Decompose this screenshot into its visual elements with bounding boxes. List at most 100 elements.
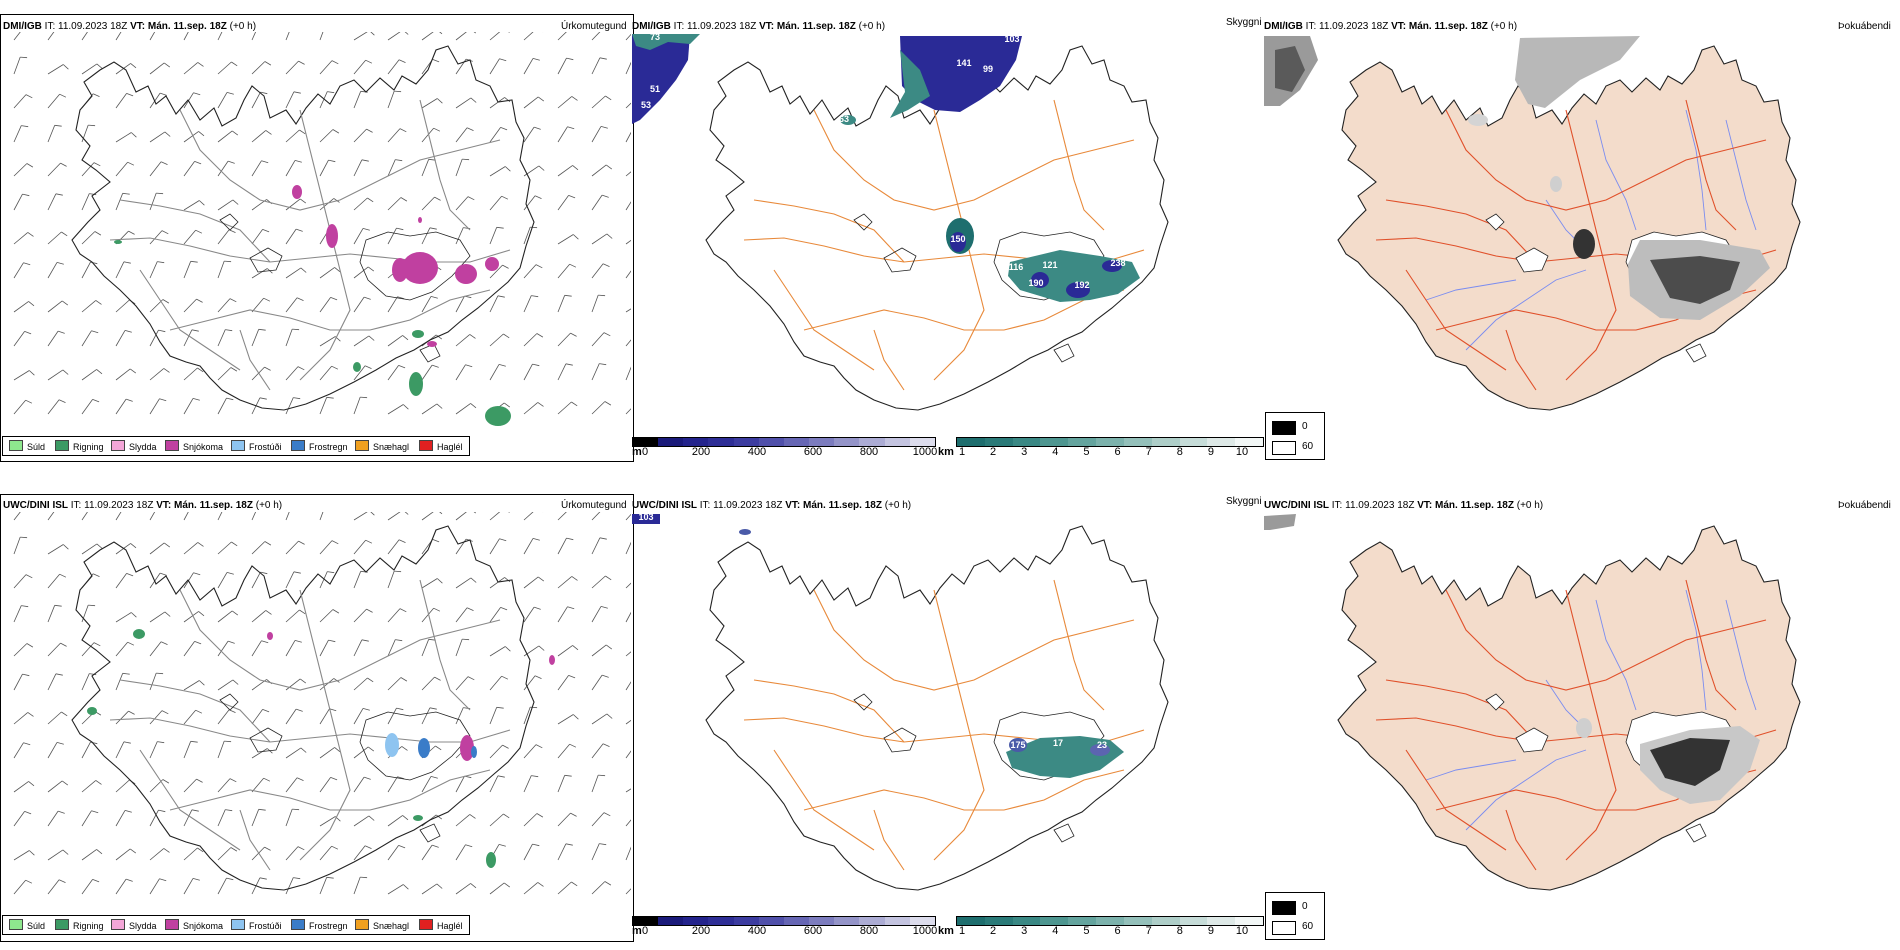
colorbar-segment — [683, 438, 709, 446]
wind-barb — [591, 644, 607, 657]
wind-barb — [489, 577, 505, 589]
wind-barb-flag — [502, 264, 509, 269]
wind-barb-flag — [470, 403, 477, 409]
wind-barb-flag — [124, 810, 132, 813]
colorbar-segment — [884, 438, 910, 446]
wind-barb — [47, 399, 60, 415]
wind-barb-flag — [96, 369, 103, 375]
wind-barb — [81, 300, 97, 313]
road — [1445, 589, 1767, 691]
wind-barb — [217, 709, 230, 725]
wind-barb — [183, 778, 197, 793]
wind-barb — [13, 232, 29, 245]
wind-barb — [625, 513, 631, 521]
wind-barb — [13, 643, 28, 657]
wind-barb-flag — [258, 808, 266, 811]
wind-barb — [81, 193, 90, 211]
wind-barb-flag — [606, 233, 613, 239]
wind-barb — [149, 230, 163, 245]
wind-barb-flag — [498, 844, 506, 847]
wind-barb-flag — [572, 165, 579, 171]
river — [1465, 269, 1587, 351]
wind-barb-flag — [571, 401, 578, 407]
wind-barb — [251, 160, 262, 177]
glacier-outline — [1485, 213, 1505, 231]
wind-barb-flag — [439, 32, 443, 35]
wind-barb-flag — [603, 812, 611, 817]
wind-barb — [183, 261, 192, 279]
wind-barb-flag — [503, 813, 510, 819]
wind-barb — [285, 877, 294, 895]
wind-barb — [183, 62, 199, 75]
wind-barb-flag — [299, 129, 306, 135]
wind-barb-flag — [635, 126, 642, 128]
wind-barb-flag — [299, 609, 306, 615]
road — [933, 589, 985, 861]
swatch-hail — [419, 440, 433, 451]
colorbar-segment — [1207, 438, 1236, 446]
swatch-snow-pellets — [355, 919, 369, 930]
wind-barb-flag — [473, 512, 477, 514]
colorbar-tick-label: 600 — [803, 446, 823, 458]
wind-barb — [149, 741, 158, 759]
iceland-map-vis-bottom — [705, 525, 1169, 891]
road — [419, 99, 471, 231]
wind-barb — [455, 512, 467, 521]
road — [169, 289, 491, 331]
wind-barb-flag — [163, 62, 171, 68]
wind-barb — [149, 878, 160, 895]
wind-barb — [489, 166, 506, 177]
wind-barb-flag — [496, 706, 504, 709]
legend-item: Frostúði — [231, 440, 282, 452]
wind-barb — [149, 329, 159, 347]
wind-barb — [319, 60, 333, 75]
wind-barb — [421, 227, 431, 245]
fog-legend-bottom: 0 60 — [1265, 892, 1325, 940]
ticks-meters: 0 200 400 600 800 1000 — [642, 446, 937, 460]
wind-barb-flag — [259, 397, 267, 400]
wind-barb-flag — [532, 58, 540, 61]
wind-barb — [591, 537, 601, 555]
wind-barb — [421, 578, 438, 589]
road — [1685, 579, 1737, 711]
road — [239, 809, 271, 871]
wind-barb-flag — [262, 229, 270, 233]
wind-barb-flag — [639, 576, 645, 580]
wind-barb — [387, 707, 397, 725]
wind-barb-flag — [532, 363, 540, 367]
wind-barb — [13, 742, 24, 759]
wind-barb-flag — [94, 231, 102, 236]
wind-barb — [149, 710, 163, 725]
wind-barb — [81, 124, 89, 143]
road — [1385, 199, 1537, 263]
wind-barb-flag — [564, 294, 572, 297]
colorbar-segment — [1151, 438, 1180, 446]
unit-m: m — [632, 446, 642, 458]
wind-barb — [387, 884, 404, 895]
wind-barb-flag — [92, 505, 99, 507]
wind-barb-flag — [367, 197, 374, 203]
wind-barb-flag — [503, 402, 511, 408]
wind-barb-flag — [294, 640, 302, 643]
wind-barb — [217, 740, 225, 759]
wind-barb — [523, 645, 540, 657]
wind-barb-flag — [571, 508, 577, 512]
wind-barb-flag — [225, 329, 233, 332]
wind-barb-flag — [637, 743, 644, 746]
wind-barb — [523, 333, 538, 347]
visibility-value-label: 192 — [1074, 280, 1089, 290]
wind-barb — [183, 847, 198, 861]
coastline — [71, 525, 535, 891]
wind-barb-flag — [370, 512, 375, 516]
wind-barb-flag — [639, 881, 645, 884]
colorbar-tick-label: 800 — [859, 446, 879, 458]
wind-barb-flag — [605, 27, 611, 30]
wind-barb-flag — [599, 363, 607, 366]
wind-barb — [319, 512, 324, 521]
wind-barb-flag — [197, 367, 204, 373]
wind-barb — [183, 161, 195, 177]
wind-barb — [421, 403, 438, 415]
wind-barb — [217, 512, 223, 521]
wind-barb — [421, 364, 433, 381]
fog-label-60: 60 — [1302, 921, 1314, 932]
